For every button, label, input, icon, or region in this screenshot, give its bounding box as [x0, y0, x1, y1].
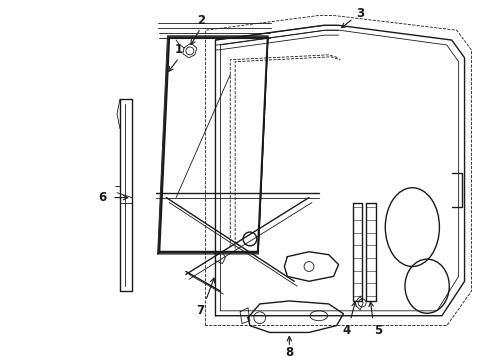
Text: 8: 8 [285, 346, 294, 359]
Text: 1: 1 [175, 44, 183, 57]
Text: 5: 5 [374, 324, 382, 337]
Text: 3: 3 [356, 7, 364, 20]
Text: 7: 7 [196, 304, 205, 317]
Text: 2: 2 [196, 14, 205, 27]
Text: 6: 6 [98, 191, 106, 204]
Text: 4: 4 [343, 324, 350, 337]
